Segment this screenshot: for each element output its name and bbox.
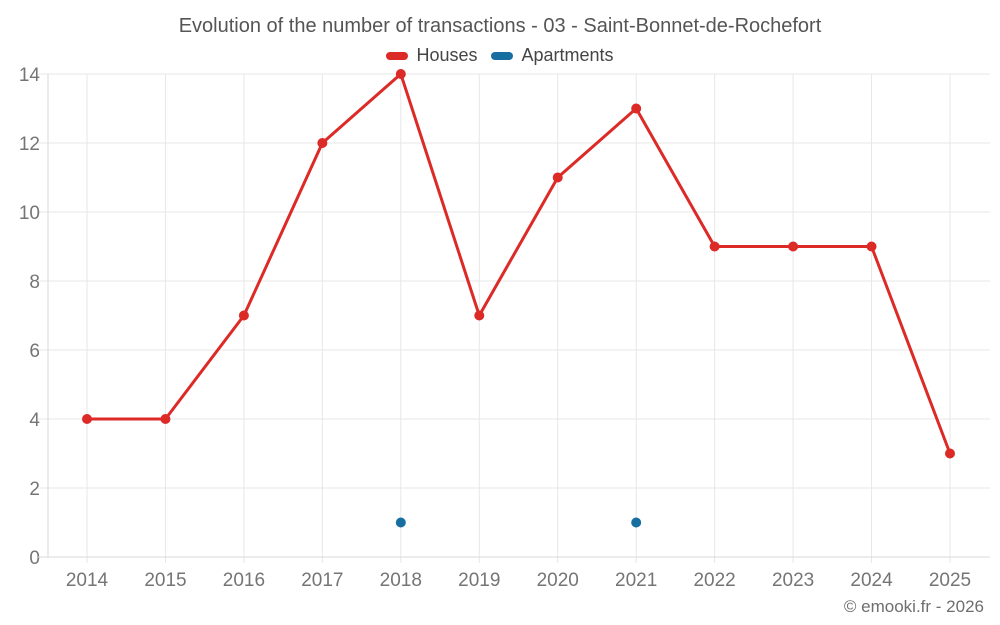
x-tick-label: 2019 [458,570,500,591]
houses-point[interactable] [238,310,249,321]
houses-point[interactable] [709,241,720,252]
y-tick-label: 6 [29,341,40,362]
apartments-point[interactable] [395,517,406,528]
x-tick-label: 2015 [144,570,186,591]
y-tick-label: 4 [29,410,40,431]
x-tick-label: 2022 [693,570,735,591]
houses-point[interactable] [160,414,171,424]
houses-point[interactable] [474,310,485,321]
x-tick-label: 2023 [772,570,814,591]
houses-point[interactable] [945,448,955,459]
houses-point[interactable] [552,172,563,183]
y-tick-label: 10 [19,203,40,224]
apartments-legend-swatch-icon [491,51,514,60]
chart-title: Evolution of the number of transactions … [178,15,822,37]
houses-point[interactable] [82,414,92,424]
legend-item-houses[interactable]: Houses [386,45,477,66]
x-tick-label: 2016 [223,570,265,591]
y-tick-label: 0 [29,548,40,569]
x-tick-label: 2021 [615,570,657,591]
houses-point[interactable] [395,69,406,79]
y-tick-label: 2 [29,479,40,500]
x-tick-label: 2025 [929,570,971,591]
houses-point[interactable] [317,138,328,148]
y-tick-label: 8 [29,272,40,293]
y-tick-label: 12 [19,134,40,155]
legend-item-apartments[interactable]: Apartments [491,45,614,66]
legend-label-houses: Houses [416,45,478,65]
apartments-point[interactable] [631,517,642,528]
houses-legend-swatch-icon [386,51,409,60]
legend: Houses Apartments [0,45,1000,66]
houses-point[interactable] [866,241,877,252]
x-tick-label: 2024 [850,570,893,591]
x-tick-label: 2020 [537,570,579,591]
x-tick-label: 2017 [301,570,343,591]
houses-point[interactable] [788,241,799,252]
y-tick-label: 14 [19,65,41,86]
legend-label-apartments: Apartments [521,45,614,65]
copyright-footer: © emooki.fr - 2026 [843,597,984,616]
houses-point[interactable] [631,103,642,114]
x-tick-label: 2018 [380,570,422,591]
x-tick-label: 2014 [66,570,109,591]
houses-line [85,72,952,455]
